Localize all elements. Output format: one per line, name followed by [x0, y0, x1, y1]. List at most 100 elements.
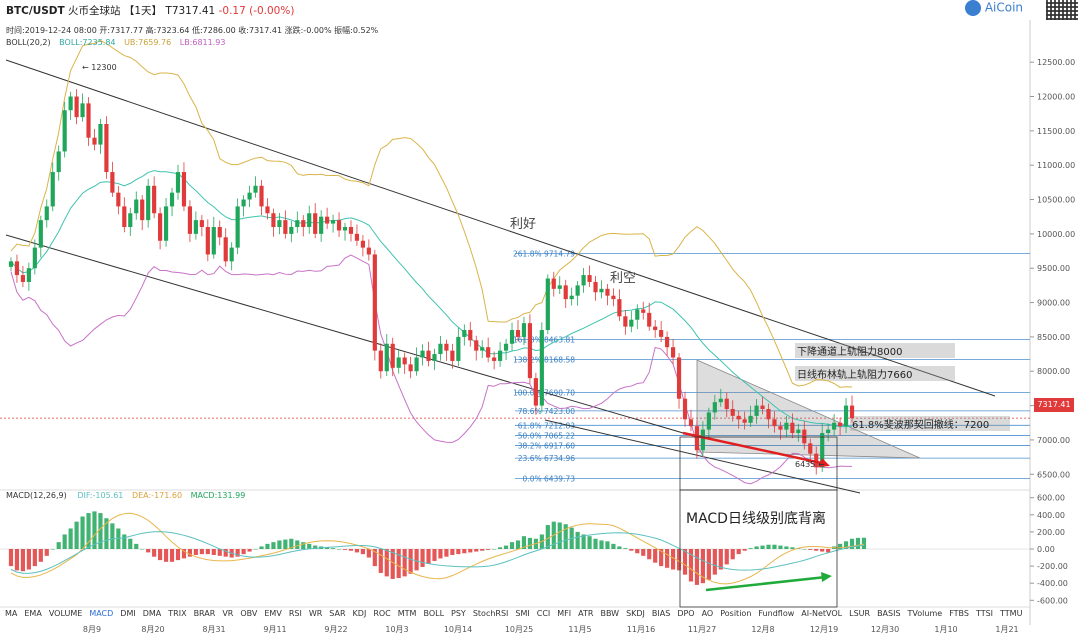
period-label[interactable]: 【1天】: [123, 5, 163, 17]
indicator-tab-basis[interactable]: BASIS: [877, 609, 901, 618]
indicator-tab-rsi[interactable]: RSI: [288, 609, 302, 618]
fib-label: 0.0% 6439.73: [523, 474, 576, 483]
indicator-tab-psy[interactable]: PSY: [451, 609, 466, 618]
indicator-tab-fundflow[interactable]: Fundflow: [758, 609, 795, 618]
macd-histogram-bar: [611, 543, 616, 549]
macd-histogram-bar: [50, 549, 55, 550]
candle: [498, 350, 503, 361]
indicator-tab-mtm[interactable]: MTM: [397, 609, 417, 618]
exchange-label[interactable]: 火币全球站: [68, 5, 121, 17]
macd-y-tick-label: 200.00: [1037, 528, 1065, 537]
candle: [366, 247, 371, 255]
indicator-tab-smi[interactable]: SMI: [515, 609, 530, 618]
indicator-tab-macd[interactable]: MACD: [89, 609, 114, 618]
fib-label: 161.8% 8463.81: [513, 335, 575, 344]
macd-histogram-bar: [718, 549, 723, 570]
candle: [736, 415, 741, 420]
indicator-tab-stochrsi[interactable]: StochRSI: [472, 609, 509, 618]
indicator-tab-ttmu[interactable]: TTMU: [1000, 609, 1023, 618]
indicator-tab-bias[interactable]: BIAS: [651, 609, 671, 618]
macd-value: MACD:131.99: [190, 491, 246, 500]
x-tick-label: 1月10: [934, 625, 957, 634]
pair-label[interactable]: BTC/USDT: [6, 5, 65, 17]
indicator-tab-ema[interactable]: EMA: [24, 609, 42, 618]
indicator-tab-brar[interactable]: BRAR: [193, 609, 216, 618]
candle: [235, 206, 240, 248]
macd-histogram-bar: [838, 543, 843, 549]
indicator-tab-dma[interactable]: DMA: [142, 609, 162, 618]
indicator-tab-position[interactable]: Position: [720, 609, 752, 618]
indicator-tab-lsur[interactable]: LSUR: [849, 609, 871, 618]
x-tick-label: 9月11: [263, 625, 286, 634]
indicator-tab-tvolume[interactable]: TVolume: [907, 609, 943, 618]
macd-histogram-bar: [193, 549, 198, 555]
macd-histogram-bar: [92, 511, 97, 549]
indicator-tab-obv[interactable]: OBV: [240, 609, 258, 618]
divergence-box-upper: [679, 436, 838, 491]
indicator-tab-ttsi[interactable]: TTSI: [975, 609, 994, 618]
macd-histogram-bar: [259, 546, 264, 549]
macd-name[interactable]: MACD(12,26,9): [6, 491, 67, 500]
indicator-tab-cci[interactable]: CCI: [536, 609, 551, 618]
indicator-tab-volume[interactable]: VOLUME: [48, 609, 83, 618]
macd-histogram-bar: [426, 549, 431, 564]
indicator-tab-trix[interactable]: TRIX: [168, 609, 187, 618]
indicator-tab-wr[interactable]: WR: [308, 609, 323, 618]
indicator-tab-kdj[interactable]: KDJ: [352, 609, 367, 618]
x-tick-label: 8月20: [141, 625, 164, 634]
macd-histogram-bar: [503, 545, 509, 549]
macd-histogram-bar: [187, 549, 193, 557]
macd-histogram-bar: [629, 549, 634, 551]
macd-histogram-bar: [20, 549, 25, 572]
macd-histogram-bar: [128, 538, 133, 549]
macd-y-tick-label: 600.00: [1037, 494, 1065, 503]
indicator-tab-sar[interactable]: SAR: [329, 609, 346, 618]
indicator-tab-atr[interactable]: ATR: [578, 609, 594, 618]
macd-histogram-bar: [820, 549, 825, 552]
indicator-tab-ao[interactable]: AO: [701, 609, 714, 618]
macd-histogram-bar: [378, 549, 383, 573]
macd-histogram-bar: [742, 549, 747, 551]
candle: [211, 227, 216, 255]
macd-histogram-bar: [74, 521, 79, 549]
annotation-good: 利好: [510, 217, 536, 232]
candle: [152, 185, 157, 214]
macd-histogram-bar: [295, 540, 300, 549]
macd-histogram-bar: [498, 547, 503, 549]
y-tick-label: 10500.00: [1037, 196, 1075, 205]
indicator-tab-dpo[interactable]: DPO: [677, 609, 695, 618]
candle: [384, 343, 389, 372]
indicator-tab-emv[interactable]: EMV: [264, 609, 282, 618]
macd-histogram-bar: [736, 549, 741, 555]
candle: [623, 316, 628, 327]
candle: [462, 330, 467, 337]
macd-histogram-bar: [247, 549, 252, 552]
candle: [772, 419, 777, 427]
candle: [539, 330, 544, 406]
macd-histogram-bar: [62, 534, 67, 549]
candle: [838, 422, 843, 427]
indicator-tab-ai-netvol[interactable]: AI-NetVOL: [801, 609, 843, 618]
indicator-tab-ftbs[interactable]: FTBS: [949, 609, 969, 618]
macd-histogram-bar: [802, 549, 807, 550]
candle: [247, 192, 252, 200]
indicator-tab-mfi[interactable]: MFI: [557, 609, 572, 618]
candle: [223, 237, 228, 262]
indicator-tab-roc[interactable]: ROC: [373, 609, 391, 618]
macd-histogram-bar: [98, 513, 103, 549]
indicator-tab-boll[interactable]: BOLL: [423, 609, 445, 618]
candle: [163, 206, 169, 241]
macd-histogram-bar: [509, 542, 515, 549]
candle: [217, 227, 222, 238]
candle: [682, 398, 688, 420]
indicator-tab-skdj[interactable]: SKDJ: [626, 609, 645, 618]
candle: [110, 172, 115, 193]
indicator-tab-ma[interactable]: MA: [5, 609, 18, 618]
indicator-tab-dmi[interactable]: DMI: [120, 609, 136, 618]
indicator-tab-bbw[interactable]: BBW: [600, 609, 620, 618]
x-tick-label: 11月16: [627, 625, 655, 634]
brand-text: AiCoin: [984, 0, 1024, 15]
boll-name[interactable]: BOLL(20,2): [6, 38, 51, 47]
macd-histogram-bar: [730, 549, 735, 560]
indicator-tab-vr[interactable]: VR: [222, 609, 234, 618]
